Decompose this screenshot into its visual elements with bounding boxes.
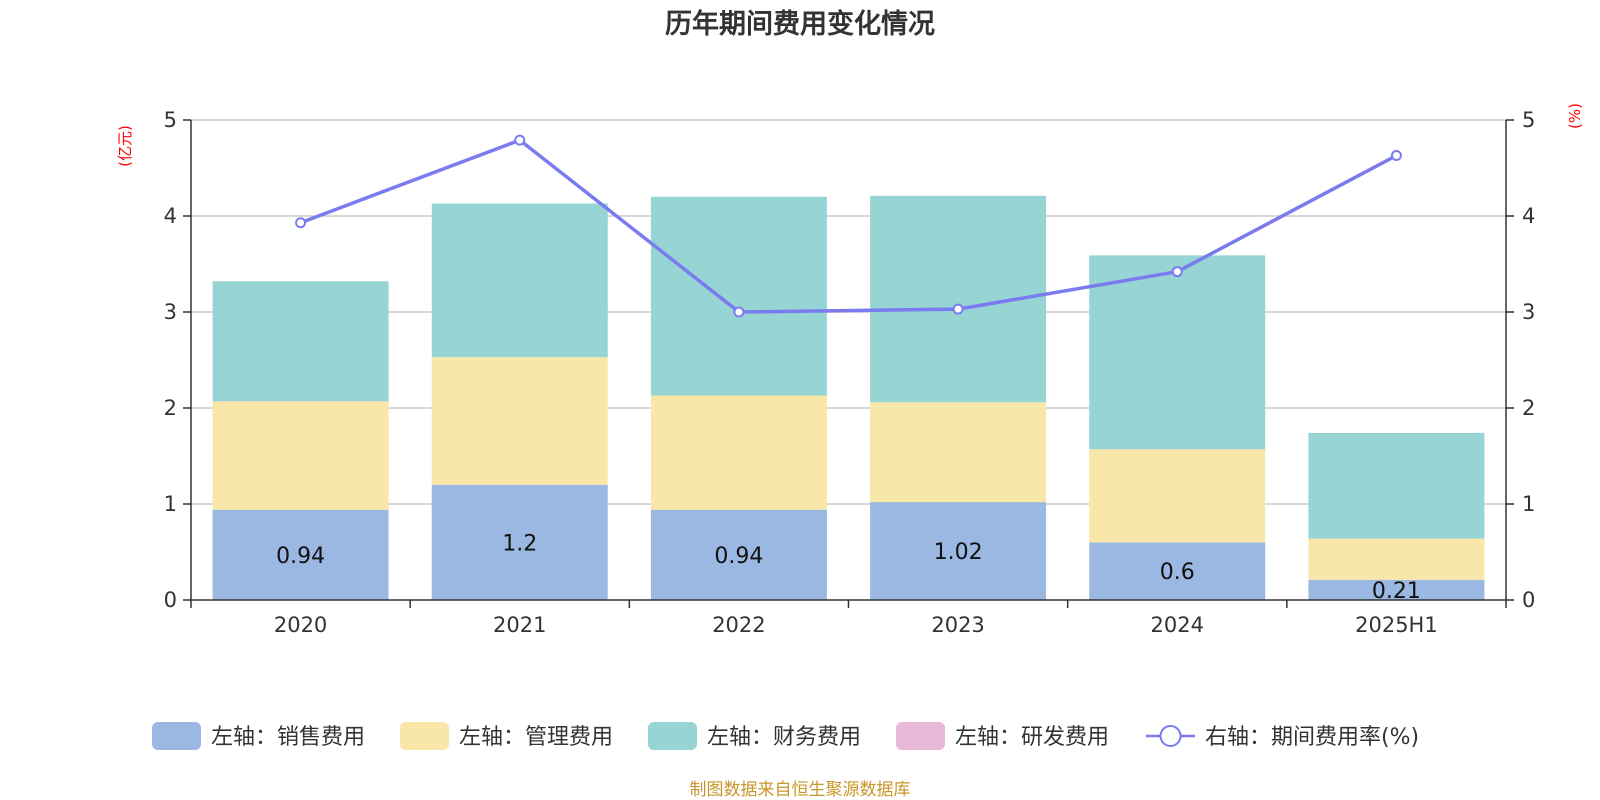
bar-segment (650, 395, 827, 510)
right-axis-tick-label: 3 (1522, 300, 1535, 324)
left-axis-tick-label: 0 (164, 588, 177, 612)
legend-swatch (152, 722, 201, 750)
bar-series (212, 195, 1485, 600)
legend-marker (1159, 725, 1182, 747)
rate-point (295, 217, 307, 229)
bar-data-label: 0.21 (1372, 579, 1421, 604)
bar-segment (431, 484, 608, 600)
bar-segment (212, 281, 389, 402)
legend[interactable]: 左轴：销售费用 左轴：管理费用 左轴：财务费用 左轴：研发费用 右轴：期间费用率(%) (152, 722, 1419, 750)
right-axis-tick-label: 0 (1522, 588, 1535, 612)
right-axis-tick-label: 5 (1522, 108, 1535, 132)
source-note: 制图数据来自恒生聚源数据库 (690, 780, 911, 800)
rate-point (952, 303, 964, 315)
bar-segment (1308, 538, 1485, 580)
axes: 0 1 2 3 4 5 0 1 2 3 4 5 2020 2021 2022 2023 2024 2025H1 (164, 108, 1536, 637)
chart-title: 历年期间费用变化情况 (665, 8, 935, 40)
rate-point (514, 134, 526, 146)
right-axis-tick-label: 1 (1522, 492, 1535, 516)
legend-swatch (400, 722, 449, 750)
left-axis-unit: (亿元) (116, 125, 134, 167)
rate-point (733, 306, 745, 318)
bar-segment (650, 196, 827, 396)
bar-segment (870, 502, 1047, 600)
legend-item[interactable]: 左轴：销售费用 (152, 722, 365, 750)
bar-data-label: 1.2 (502, 531, 537, 556)
left-axis-tick-label: 3 (164, 300, 177, 324)
right-axis-tick-label: 4 (1522, 204, 1535, 228)
left-axis-tick-label: 5 (164, 108, 177, 132)
bar-segment (212, 509, 389, 600)
legend-label: 左轴：管理费用 (459, 725, 613, 750)
bar-segment (431, 357, 608, 485)
bar-segment (1089, 255, 1266, 450)
left-axis-tick-label: 4 (164, 204, 177, 228)
bar-data-label: 1.02 (934, 540, 983, 565)
bar-data-label: 0.6 (1160, 560, 1195, 585)
legend-label: 左轴：研发费用 (955, 725, 1109, 750)
legend-item[interactable]: 左轴：财务费用 (648, 722, 861, 750)
rate-line (299, 138, 1398, 314)
bar-segment (650, 509, 827, 600)
left-axis-tick-label: 1 (164, 492, 177, 516)
bar-segment (1308, 432, 1485, 539)
legend-label: 左轴：财务费用 (707, 725, 861, 750)
bar-segment (212, 401, 389, 510)
bar-data-label: 0.94 (714, 544, 763, 569)
bar-segment (1308, 579, 1485, 600)
rate-line-series (295, 134, 1402, 318)
bar-segment (870, 402, 1047, 503)
right-axis-unit: (%) (1566, 103, 1584, 129)
right-axis-tick-label: 2 (1522, 396, 1535, 420)
legend-item[interactable]: 左轴：管理费用 (400, 722, 613, 750)
bar-segment (431, 203, 608, 358)
x-axis-tick-label: 2023 (931, 613, 984, 637)
legend-swatch (648, 722, 697, 750)
legend-label: 右轴：期间费用率(%) (1205, 725, 1419, 750)
legend-item[interactable]: 左轴：研发费用 (896, 722, 1109, 750)
bar-data-labels: 0.94 1.2 0.94 1.02 0.6 0.21 (276, 531, 1421, 604)
legend-label: 左轴：销售费用 (211, 725, 365, 750)
left-axis-tick-label: 2 (164, 396, 177, 420)
bar-segment (1089, 449, 1266, 543)
bar-data-label: 0.94 (276, 544, 325, 569)
x-axis-tick-label: 2025H1 (1355, 613, 1438, 637)
rate-point (1171, 266, 1183, 278)
legend-item[interactable]: 右轴：期间费用率(%) (1146, 725, 1419, 750)
x-axis-tick-label: 2022 (712, 613, 765, 637)
x-axis-tick-label: 2024 (1151, 613, 1204, 637)
x-axis-tick-label: 2020 (274, 613, 327, 637)
x-axis-tick-label: 2021 (493, 613, 546, 637)
bar-segment (1089, 542, 1266, 600)
legend-swatch (896, 722, 945, 750)
rate-point (1390, 150, 1402, 162)
